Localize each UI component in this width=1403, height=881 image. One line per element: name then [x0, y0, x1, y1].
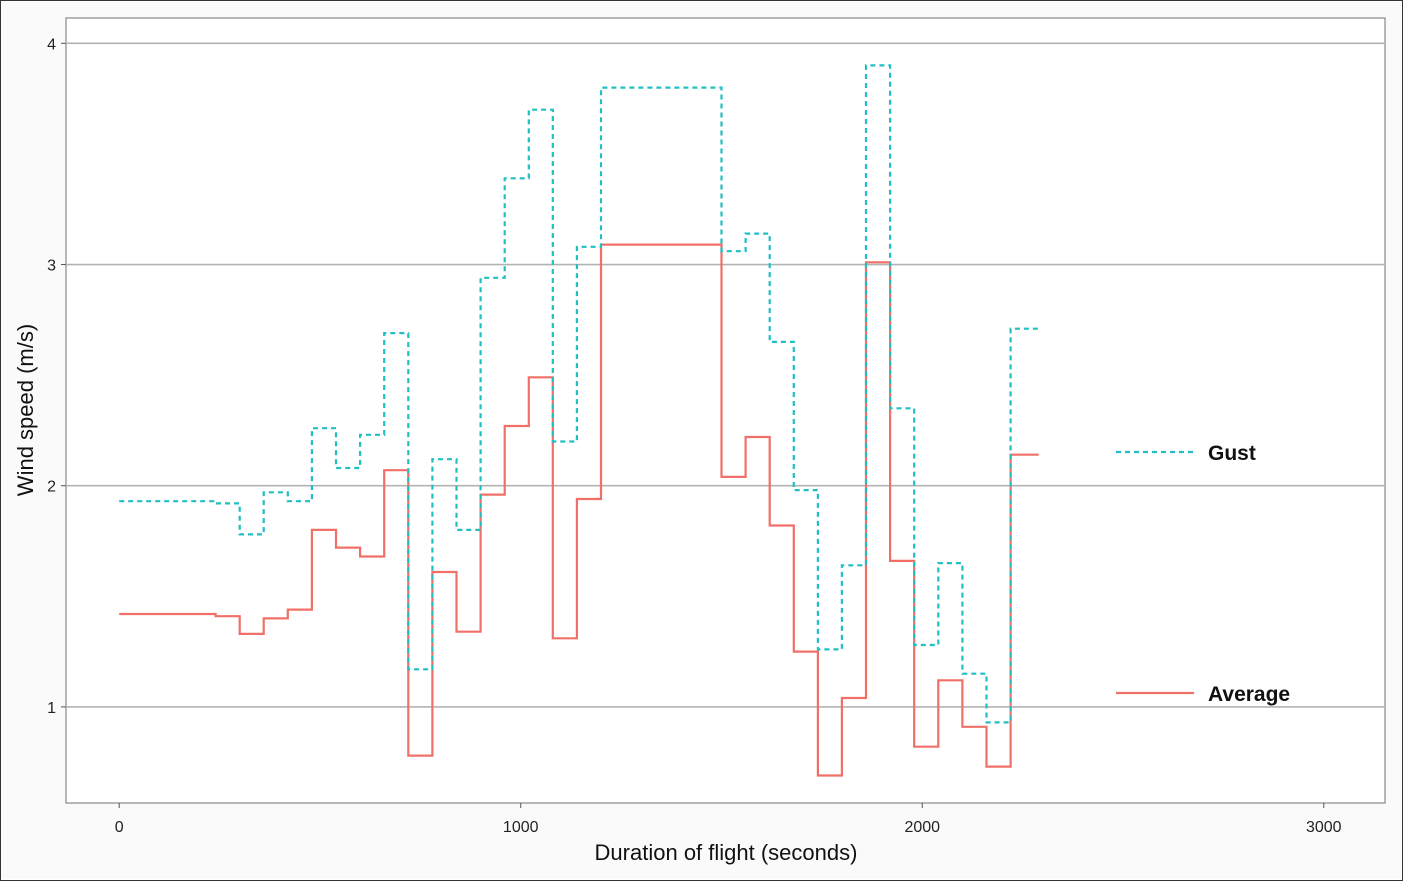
- x-tick-label: 1000: [503, 819, 539, 836]
- grid-layer: [67, 42, 1384, 708]
- series-line-gust: [119, 64, 1039, 724]
- x-axis-ticks: 0 1000 2000 3000: [115, 803, 1342, 836]
- y-tick-label: 1: [47, 700, 56, 717]
- legend-label-average: Average: [1208, 683, 1290, 706]
- plot-panel: [65, 17, 1386, 804]
- x-axis-title: Duration of flight (seconds): [595, 840, 858, 865]
- y-tick-label: 3: [47, 258, 56, 275]
- series-line-average: [119, 243, 1039, 777]
- legend-label-gust: Gust: [1208, 442, 1256, 465]
- y-tick-label: 4: [47, 36, 56, 53]
- x-tick-label: 3000: [1306, 819, 1342, 836]
- x-tick-label: 2000: [904, 819, 940, 836]
- y-axis-ticks: 1 2 3 4: [47, 36, 66, 717]
- x-tick-label: 0: [115, 819, 124, 836]
- y-axis-title: Wind speed (m/s): [13, 324, 38, 496]
- legend: Gust Average: [1116, 442, 1290, 706]
- y-tick-label: 2: [47, 479, 56, 496]
- series-layer: [119, 64, 1039, 777]
